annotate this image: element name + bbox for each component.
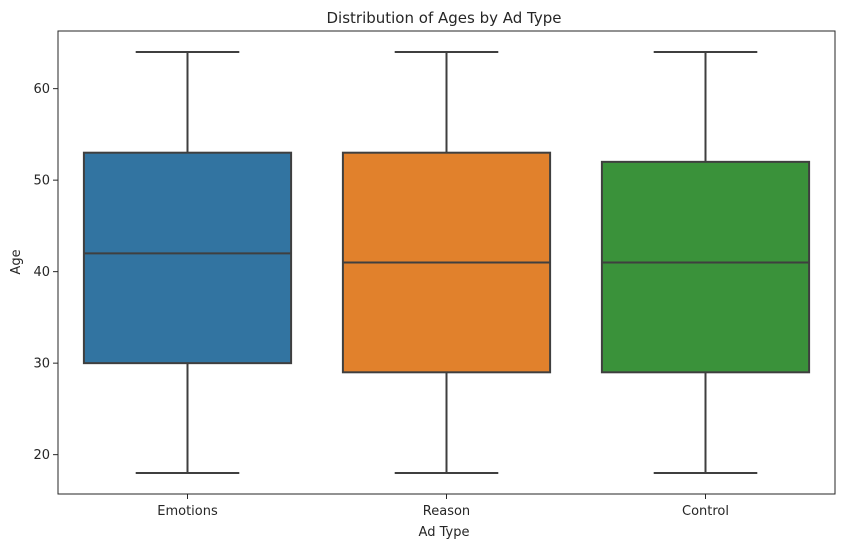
x-tick-label: Reason	[423, 504, 470, 519]
chart-title: Distribution of Ages by Ad Type	[326, 9, 561, 27]
y-tick-label: 20	[33, 448, 50, 463]
x-tick-label: Control	[682, 504, 729, 519]
y-tick-label: 50	[33, 174, 50, 189]
box-group-control	[600, 51, 811, 474]
y-axis: 20 30 40 50 60	[33, 82, 58, 463]
box-group-reason	[341, 51, 552, 474]
y-tick-label: 60	[33, 82, 50, 97]
y-tick-label: 30	[33, 357, 50, 372]
x-axis: Emotions Reason Control	[157, 494, 729, 519]
y-tick-label: 40	[33, 265, 50, 280]
box-iqr	[82, 151, 293, 365]
box-group-emotions	[82, 51, 293, 474]
box-iqr	[600, 160, 811, 374]
x-tick-label: Emotions	[157, 504, 218, 519]
plot-area	[82, 51, 811, 474]
x-axis-label: Ad Type	[419, 525, 470, 540]
y-axis-label: Age	[9, 249, 24, 274]
